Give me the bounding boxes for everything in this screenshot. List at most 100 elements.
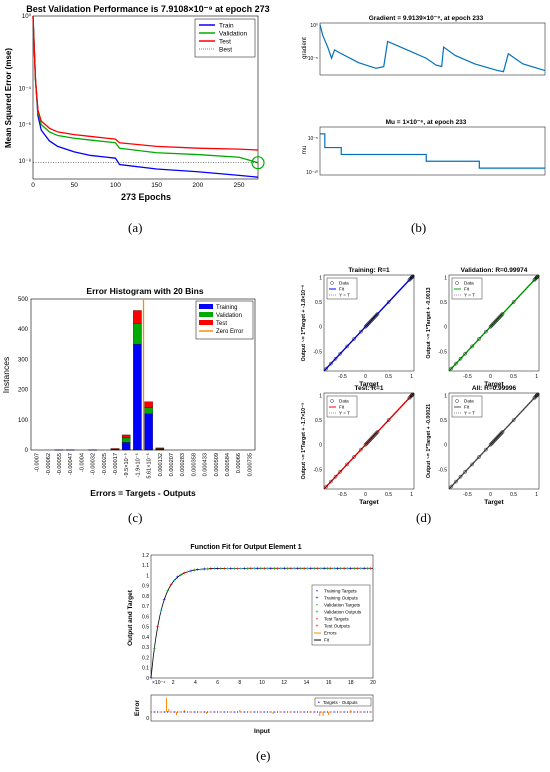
regression-point [477,455,481,459]
regression-xtick: -0.5 [463,492,472,498]
regression-point [371,435,375,439]
error-point [343,711,345,713]
fit-data-point: + [326,566,330,572]
regression-point [410,274,415,279]
performance-ylabel: Mean Squared Error (mse) [4,48,13,148]
error-point [300,711,302,713]
regression-xtick: -0.5 [338,374,347,380]
fit-data-point: + [249,566,253,572]
regression-point [488,442,493,447]
performance-xtick: 200 [192,182,203,189]
regression-ytick: 0.5 [315,300,322,306]
histogram-bar-test [133,310,142,324]
svg-text:•: • [318,700,320,706]
regression-point [449,366,454,371]
regression-ytick: 1 [319,393,322,399]
performance-series-train [32,15,259,178]
error-point [363,711,365,713]
error-point [356,711,359,713]
error-point [293,711,295,713]
fit-data-point: + [306,566,310,572]
error-point [200,711,202,713]
histogram-bar-validation [121,437,131,443]
fit-data-point: + [346,566,350,572]
error-point [303,711,305,713]
regression-point [532,278,537,282]
regression-ytick: -0.5 [438,349,447,355]
fit-xtick: 6 [216,680,219,686]
error-point [320,711,322,713]
fit-x-exponent: ×10⁻⁴ [152,680,165,686]
fit-xtick: 10 [259,680,265,686]
fit-xlabel: Input [254,728,271,735]
fit-ytick: 1.2 [142,553,149,559]
regression-point [488,324,493,329]
fit-data-point: + [349,566,353,572]
fit-data-point: + [282,566,286,572]
histogram-xtick: -0.0007 [35,453,41,472]
regression-point [366,439,371,444]
regression-point [409,393,414,398]
performance-legend: Train Validation Test Best [194,18,256,58]
error-point [210,711,212,713]
fit-xtick: 18 [348,680,354,686]
fit-xtick: 14 [304,680,310,686]
performance-series-test [32,15,259,151]
regression-point [477,337,481,341]
regression-ytick: 0 [319,325,322,331]
mu-title: Mu = 1×10⁻⁶, at epoch 233 [386,119,467,126]
error-point [366,711,369,713]
error-point [273,711,275,713]
regression-xtick: 1 [535,492,538,498]
regression-xtick: 0.5 [510,492,517,498]
regression-point [373,432,378,436]
regression-point [493,437,497,442]
histogram-ytick: 100 [18,418,29,424]
error-point [220,711,222,713]
error-point [203,711,205,713]
svg-text:•: • [316,617,318,623]
regression-xtick: 1 [410,374,413,380]
regression-point [372,433,377,437]
regression-point [511,418,516,422]
histogram-xtick: -9.5×10⁻⁵ [123,453,130,477]
regression-point [497,434,501,438]
fit-data-point: + [359,566,363,572]
fit-data-point: + [252,566,256,572]
fit-data-point: + [296,566,300,572]
histogram-xtick: -1.9×10⁻⁵ [134,453,141,477]
fit-data-point: + [189,569,193,575]
fit-ytick: 0.8 [142,594,149,600]
histogram-bar-test [155,447,165,449]
regression-point [492,320,497,325]
error-point [173,711,175,713]
regression-point [535,274,540,279]
gradient-ylabel: gradient [302,37,308,59]
regression-point [359,447,363,452]
regression-legend-yt: Y = T [464,293,475,298]
fit-data-point: + [186,570,190,576]
fit-data-point: + [203,567,207,573]
error-point [253,711,255,713]
performance-ytick: 10⁻⁸ [19,158,32,165]
fit-data-point: + [336,566,340,572]
regression-point [499,431,504,435]
error-point [150,711,152,713]
regression-point [495,435,499,440]
histogram-bar-validation [133,323,142,345]
fit-data-point: + [229,566,233,572]
fit-data-point: + [196,568,200,574]
error-point [180,711,182,713]
error-point [153,711,155,713]
regression-point [535,392,540,397]
regression-point [498,432,503,436]
regression-xtick: 0 [364,374,367,380]
regression-point [532,396,537,400]
error-point [323,711,325,713]
legend-train: Train [219,23,234,30]
regression-point [363,324,368,329]
svg-text:•: • [316,603,318,609]
caption-e: (e) [256,748,271,763]
regression-xtick: 0 [489,374,492,380]
caption-b: (b) [411,220,427,235]
